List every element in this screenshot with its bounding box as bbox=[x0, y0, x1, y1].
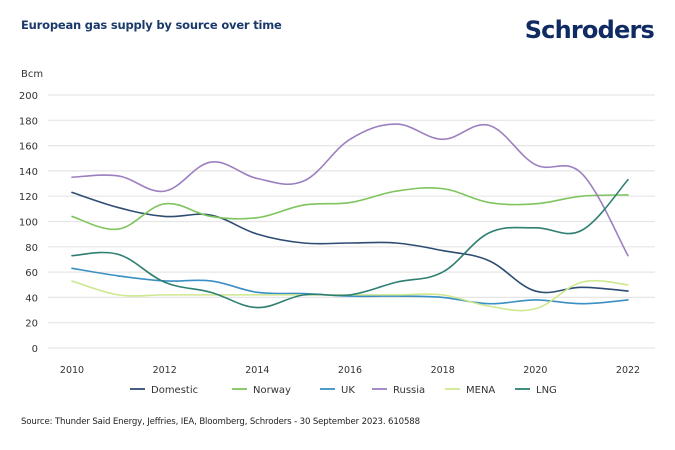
x-tick-label: 2014 bbox=[245, 365, 269, 376]
legend-label: Domestic bbox=[151, 385, 198, 396]
series-line-russia bbox=[71, 123, 629, 257]
legend-item-domestic: Domestic bbox=[130, 385, 198, 396]
y-tick-label: 200 bbox=[19, 91, 38, 102]
gridlines bbox=[48, 94, 655, 349]
chart-title: European gas supply by source over time bbox=[21, 18, 282, 32]
series-lines bbox=[71, 123, 629, 312]
x-tick-label: 2020 bbox=[523, 365, 547, 376]
series-line-lng bbox=[71, 178, 629, 309]
schroders-logo: Schroders bbox=[524, 16, 655, 44]
x-tick-label: 2012 bbox=[153, 365, 177, 376]
legend: Domestic Norway UK Russia MENA LNG bbox=[130, 385, 557, 396]
x-tick-label: 2010 bbox=[60, 365, 84, 376]
y-tick-label: 80 bbox=[25, 243, 38, 254]
series-line-norway bbox=[71, 186, 629, 231]
x-axis-ticks: 2010 2012 2014 2016 2018 2020 2022 bbox=[60, 365, 640, 376]
y-axis-unit-label: Bcm bbox=[21, 69, 43, 80]
series-line-uk bbox=[71, 267, 629, 305]
source-note: Source: Thunder Said Energy, Jeffries, I… bbox=[21, 417, 420, 427]
y-tick-label: 0 bbox=[32, 344, 38, 355]
legend-label: Russia bbox=[393, 385, 425, 396]
legend-item-mena: MENA bbox=[445, 385, 495, 396]
legend-item-norway: Norway bbox=[232, 385, 291, 396]
x-tick-label: 2022 bbox=[616, 365, 640, 376]
y-tick-label: 160 bbox=[19, 142, 38, 153]
legend-item-russia: Russia bbox=[372, 385, 425, 396]
legend-item-uk: UK bbox=[320, 385, 355, 396]
y-tick-label: 20 bbox=[25, 319, 38, 330]
y-tick-label: 120 bbox=[19, 192, 38, 203]
legend-label: Norway bbox=[253, 385, 291, 396]
legend-label: LNG bbox=[536, 385, 557, 396]
x-tick-label: 2018 bbox=[431, 365, 455, 376]
y-tick-label: 40 bbox=[25, 293, 38, 304]
y-tick-label: 180 bbox=[19, 116, 38, 127]
y-tick-label: 100 bbox=[19, 218, 38, 229]
y-axis-ticks: 0 20 40 60 80 100 120 140 160 180 200 bbox=[19, 91, 38, 355]
legend-item-lng: LNG bbox=[515, 385, 557, 396]
x-tick-label: 2016 bbox=[338, 365, 362, 376]
legend-label: UK bbox=[341, 385, 355, 396]
legend-label: MENA bbox=[466, 385, 495, 396]
series-line-domestic bbox=[71, 191, 629, 294]
y-tick-label: 60 bbox=[25, 268, 38, 279]
y-tick-label: 140 bbox=[19, 167, 38, 178]
